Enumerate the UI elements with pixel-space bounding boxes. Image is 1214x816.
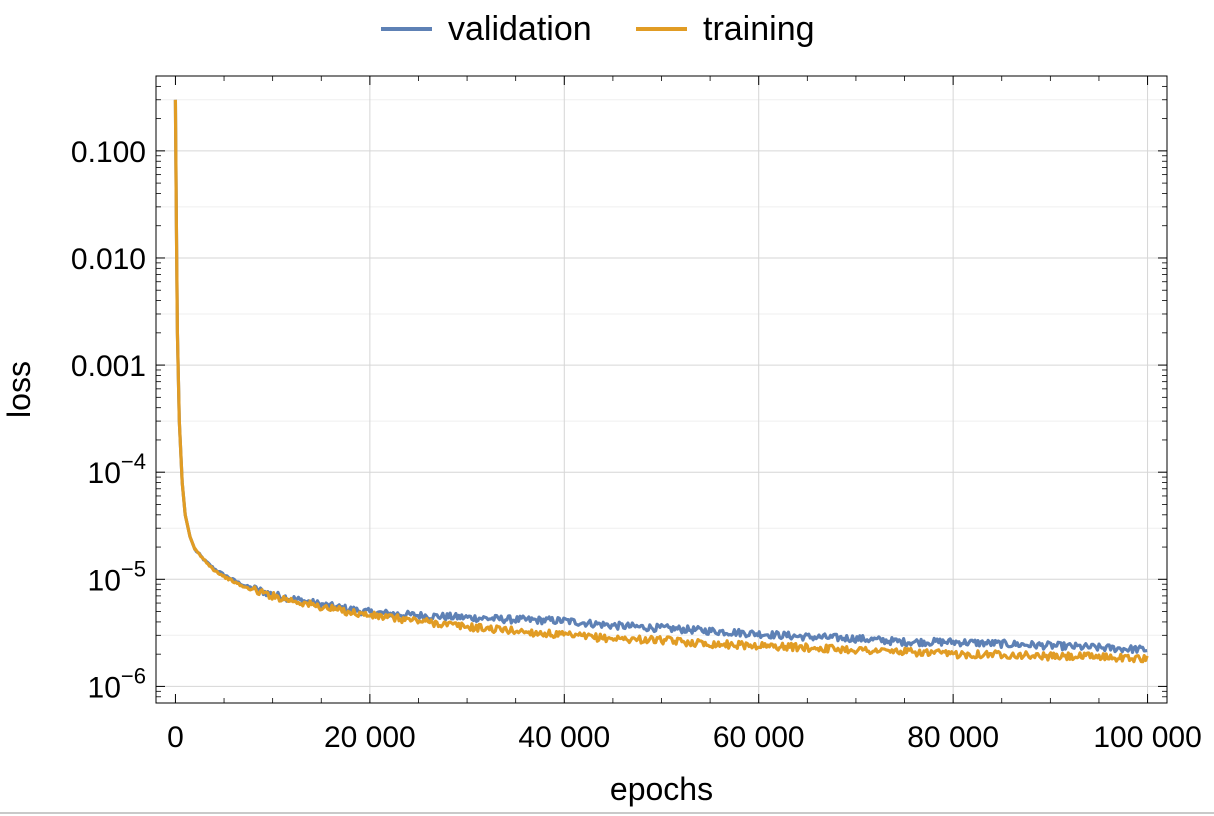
x-tick-label: 60 000 bbox=[713, 721, 805, 754]
x-tick-label: 0 bbox=[167, 721, 184, 754]
y-tick-base: 10 bbox=[88, 457, 121, 490]
bottom-divider bbox=[0, 812, 1214, 814]
y-tick-label: 0.010 bbox=[71, 243, 146, 276]
y-tick-label: 10−6 bbox=[88, 663, 146, 704]
y-tick-label: 10−5 bbox=[88, 556, 146, 597]
y-tick-label: 0.001 bbox=[71, 350, 146, 383]
x-tick-labels: 0 20 000 40 000 60 000 80 000 100 000 bbox=[167, 721, 1202, 754]
y-tick-exponent: −6 bbox=[121, 663, 146, 688]
y-tick-exponent: −4 bbox=[121, 449, 146, 474]
y-tick-exponent: −5 bbox=[121, 556, 146, 581]
x-tick-label: 20 000 bbox=[324, 721, 416, 754]
x-axis-title: epochs bbox=[610, 771, 713, 807]
y-tick-base: 10 bbox=[88, 671, 121, 704]
y-tick-label: 10−4 bbox=[88, 449, 146, 490]
y-tick-label: 0.100 bbox=[71, 136, 146, 169]
x-tick-label: 40 000 bbox=[518, 721, 610, 754]
x-tick-label: 80 000 bbox=[907, 721, 999, 754]
y-tick-base: 10 bbox=[88, 564, 121, 597]
legend: validation training bbox=[381, 10, 815, 48]
y-axis-title: loss bbox=[1, 361, 37, 418]
legend-label-validation: validation bbox=[448, 10, 592, 48]
series-layer bbox=[173, 99, 1149, 664]
y-tick-base: 0.001 bbox=[71, 350, 146, 383]
series-line-validation bbox=[173, 99, 1148, 654]
tick-marks bbox=[156, 76, 1167, 703]
series-line-training bbox=[173, 99, 1149, 664]
plot-frame bbox=[155, 75, 1168, 704]
x-tick-label: 100 000 bbox=[1093, 721, 1201, 754]
grid-lines bbox=[156, 76, 1167, 703]
y-tick-base: 0.100 bbox=[71, 136, 146, 169]
y-tick-base: 0.010 bbox=[71, 243, 146, 276]
legend-label-training: training bbox=[703, 10, 815, 48]
